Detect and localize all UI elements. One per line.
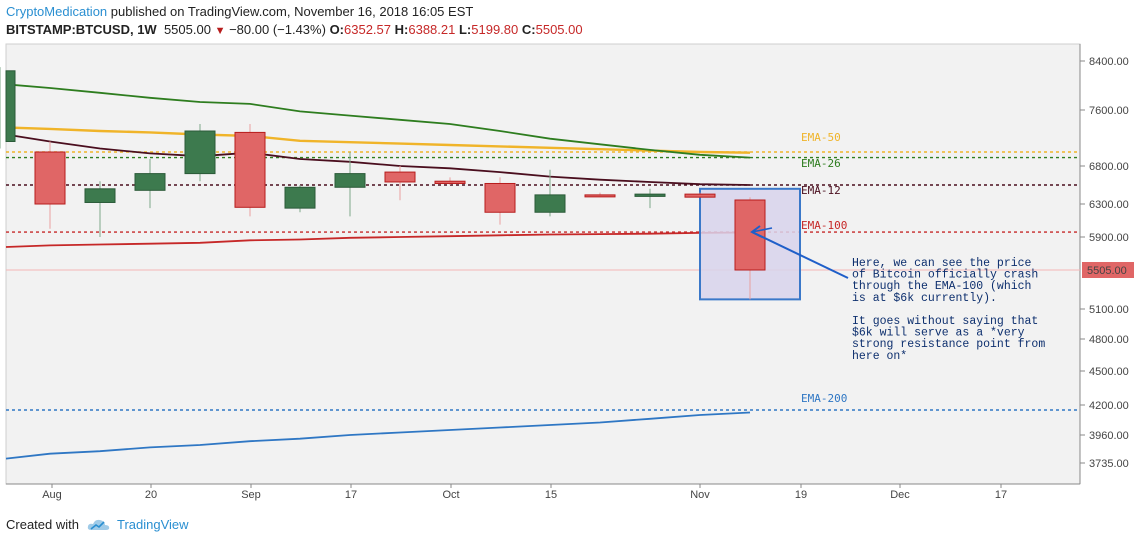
low-value: 5199.80	[471, 22, 519, 37]
annotation-text-line: strong resistance point from	[852, 338, 1045, 351]
y-tick-label: 4200.00	[1089, 400, 1129, 412]
y-tick-label: 4500.00	[1089, 366, 1129, 378]
ema-50-label: EMA-50	[801, 131, 841, 144]
ohlc-line: BITSTAMP:BTCUSD, 1W 5505.00 ▼ −80.00 (−1…	[6, 22, 583, 37]
candle-body[interactable]	[184, 130, 216, 175]
ema-200-line	[5, 411, 751, 460]
annotation-arrow	[751, 231, 849, 279]
ema-50-line	[5, 126, 751, 154]
price-change: −80.00 (−1.43%)	[229, 22, 326, 37]
annotation-text-line: It goes without saying that	[852, 315, 1038, 328]
close-label: C:	[521, 22, 536, 37]
annotation-text-line: here on*	[852, 350, 907, 363]
tradingview-cloud-icon	[87, 519, 110, 530]
annotation-arrow-tail	[751, 227, 773, 233]
x-tick-label: 15	[545, 489, 557, 501]
candle-body[interactable]	[384, 171, 416, 183]
x-tick-label: Dec	[890, 489, 910, 501]
candle-body[interactable]	[534, 194, 566, 213]
x-tick-label: 17	[995, 489, 1007, 501]
time-axis[interactable]	[6, 484, 1080, 504]
open-label: O:	[329, 22, 345, 37]
y-tick-label: 8400.00	[1089, 56, 1129, 68]
annotation-text-line: through the EMA-100 (which	[852, 280, 1031, 293]
candle-body[interactable]	[34, 151, 66, 205]
author-link[interactable]: CryptoMedication	[6, 4, 108, 19]
x-tick-label: 17	[345, 489, 357, 501]
candle-body[interactable]	[284, 186, 316, 209]
ema-200-label: EMA-200	[801, 392, 847, 405]
publish-line: CryptoMedication published on TradingVie…	[6, 4, 473, 19]
candle-body[interactable]	[684, 193, 716, 198]
candle-body[interactable]	[634, 193, 666, 197]
x-tick-label: Aug	[42, 489, 62, 501]
created-with-text: Created with	[6, 517, 79, 532]
ema-26-line	[5, 83, 751, 159]
open-value: 6352.57	[344, 22, 392, 37]
published-text: published on TradingView.com, November 1…	[107, 4, 474, 19]
ema-12-label: EMA-12	[801, 184, 841, 197]
x-tick-label: Oct	[442, 489, 459, 501]
candle-body[interactable]	[5, 70, 16, 142]
high-value: 6388.21	[408, 22, 456, 37]
high-label: H:	[394, 22, 409, 37]
y-tick-label: 5100.00	[1089, 304, 1129, 316]
last-price: 5505.00	[163, 22, 211, 37]
y-tick-label: 3960.00	[1089, 430, 1129, 442]
annotation-text-line: is at $6k currently).	[852, 292, 997, 305]
y-tick-label: 7600.00	[1089, 105, 1129, 117]
y-tick-label: 5900.00	[1089, 232, 1129, 244]
close-value: 5505.00	[535, 22, 583, 37]
footer: Created with TradingView	[6, 517, 189, 532]
symbol-label: BITSTAMP:BTCUSD, 1W	[6, 22, 157, 37]
y-tick-label: 4800.00	[1089, 334, 1129, 346]
candle-body[interactable]	[434, 180, 466, 184]
x-tick-label: 19	[795, 489, 807, 501]
y-tick-label: 6800.00	[1089, 161, 1129, 173]
low-label: L:	[458, 22, 472, 37]
candle-body[interactable]	[584, 194, 616, 198]
current-price-badge	[1082, 262, 1134, 278]
tradingview-brand-link[interactable]: TradingView	[116, 517, 189, 532]
annotation-text-line: of Bitcoin officially crash	[852, 269, 1038, 282]
candle-body[interactable]	[234, 131, 266, 208]
candle-body[interactable]	[84, 188, 116, 203]
y-tick-label: 6300.00	[1089, 199, 1129, 211]
y-tick-label: 3735.00	[1089, 458, 1129, 470]
x-tick-label: Sep	[241, 489, 261, 501]
x-tick-label: Nov	[690, 489, 710, 501]
annotation-text-line: Here, we can see the price	[852, 257, 1032, 270]
candle-body[interactable]	[334, 173, 366, 188]
ema-100-line	[5, 231, 751, 248]
ema-26-label: EMA-26	[801, 157, 841, 170]
ema-100-label: EMA-100	[801, 219, 847, 232]
candle-body[interactable]	[484, 182, 516, 213]
annotation-text-line: $6k will serve as a *very	[852, 327, 1025, 340]
candle-body[interactable]	[134, 173, 166, 191]
current-price-label: 5505.00	[1087, 265, 1127, 277]
price-chart[interactable]: EMA-50 EMA-26 EMA-12 EMA-100 EMA-200 Here, w…	[0, 0, 1137, 510]
down-triangle-icon: ▼	[214, 25, 226, 37]
x-tick-label: 20	[145, 489, 157, 501]
ema-12-line	[5, 133, 751, 186]
